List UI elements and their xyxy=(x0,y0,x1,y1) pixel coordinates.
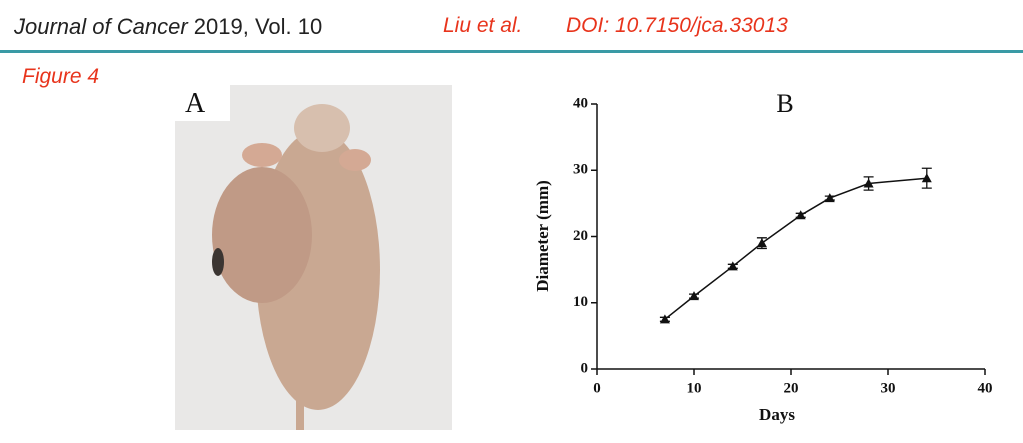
data-point xyxy=(921,173,932,183)
authors: Liu et al. xyxy=(443,14,522,37)
tumor xyxy=(212,167,312,303)
y-tick-label: 30 xyxy=(573,162,588,178)
header-rule xyxy=(0,50,1023,53)
data-point xyxy=(659,314,670,324)
x-tick-label: 30 xyxy=(881,380,896,396)
data-point xyxy=(689,291,699,301)
data-point xyxy=(824,193,835,203)
y-axis-label: Diameter (mm) xyxy=(533,180,552,292)
journal-name: Journal of Cancer xyxy=(13,14,189,39)
data-line xyxy=(664,177,927,320)
mouse-ear xyxy=(339,149,371,171)
x-axis-label: Days xyxy=(759,405,795,424)
panel-label: A xyxy=(185,88,206,119)
y-tick-label: 10 xyxy=(573,294,588,310)
label-box xyxy=(175,85,230,121)
y-tick-label: 40 xyxy=(573,95,588,111)
data-point xyxy=(795,210,806,220)
mouse-tail xyxy=(296,395,304,430)
photo: A xyxy=(175,85,452,430)
doi: DOI: 10.7150/jca.33013 xyxy=(566,14,788,37)
x-tick-label: 20 xyxy=(784,380,799,396)
x-tick-label: 40 xyxy=(978,380,993,396)
data-point xyxy=(727,261,738,271)
x-tick-label: 10 xyxy=(687,380,702,396)
figure-label: Figure 4 xyxy=(22,65,99,88)
mouse-head xyxy=(294,104,350,152)
journal-header: Journal of Cancer 2019, Vol. 10 xyxy=(13,14,322,39)
tumor-dark xyxy=(212,248,224,276)
y-tick-label: 0 xyxy=(581,360,589,376)
chart-title: B xyxy=(776,89,793,118)
y-tick-label: 20 xyxy=(573,228,588,244)
data-point xyxy=(756,238,767,248)
mouse-ear xyxy=(242,143,282,167)
chart: B Days Diameter (mm) 0 10 20 30 40 0 10 20 30 40 xyxy=(533,89,993,424)
x-tick-label: 0 xyxy=(593,380,601,396)
data-point xyxy=(863,178,874,188)
journal-volume: 2019, Vol. 10 xyxy=(194,14,322,39)
